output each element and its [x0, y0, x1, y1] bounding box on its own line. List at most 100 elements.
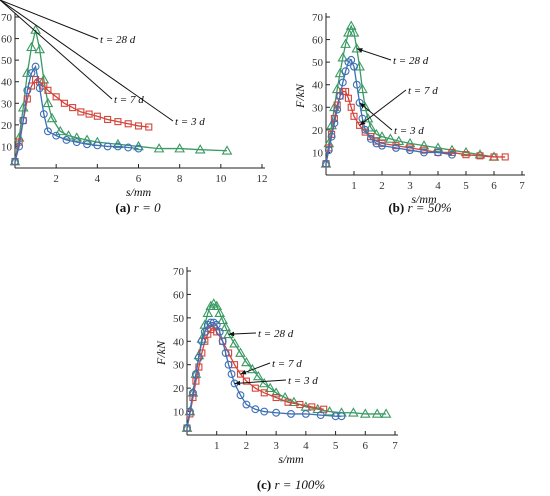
y-tick-label: 70 [1, 12, 13, 24]
x-tick-label: 3 [273, 440, 279, 452]
y-tick-label: 40 [173, 336, 185, 348]
data-point [46, 112, 58, 123]
series-line [14, 29, 228, 162]
data-point [23, 86, 32, 95]
annotation-arrowhead [240, 369, 247, 375]
data-point [331, 412, 340, 421]
data-point [15, 142, 24, 151]
annotation-label: t = 7 d [408, 85, 438, 97]
data-point [420, 148, 428, 157]
data-point [260, 389, 268, 397]
y-tick-label: 20 [312, 125, 324, 137]
x-tick-label: 6 [363, 440, 369, 452]
annotation-arrowhead [234, 380, 241, 386]
data-point [200, 327, 209, 336]
data-point [63, 130, 74, 140]
data-point [124, 143, 133, 152]
y-tick-label: 50 [312, 57, 324, 69]
data-point [316, 411, 325, 420]
y-tick-label: 50 [173, 313, 185, 325]
annotation-label: t = 3 d [394, 125, 424, 137]
series-line [325, 24, 495, 164]
data-point [385, 133, 396, 143]
series-line [325, 90, 506, 164]
y-axis-label: F/kN [293, 83, 307, 109]
annotation-arrow [359, 102, 393, 131]
data-point [355, 98, 364, 107]
x-tick-label: 2 [379, 180, 385, 192]
data-point [85, 110, 93, 118]
y-tick-label: 70 [312, 12, 324, 24]
data-point [343, 27, 354, 37]
data-point [345, 20, 357, 30]
data-point [19, 116, 28, 125]
data-point [350, 112, 358, 120]
data-point [69, 104, 77, 112]
caption-text: r = 100% [271, 477, 325, 492]
data-point [114, 118, 122, 126]
y-tick-label: 50 [1, 55, 13, 67]
data-point [359, 408, 371, 418]
data-point [264, 382, 276, 392]
data-point [11, 157, 19, 166]
data-point [211, 300, 223, 310]
data-point [258, 377, 270, 388]
annotation-label: t = 3 d [288, 375, 318, 387]
data-point [54, 125, 66, 136]
annotation-arrowhead [359, 102, 366, 109]
x-tick-label: 4 [435, 180, 441, 192]
x-axis-label: s/mm [278, 452, 304, 466]
data-point [350, 62, 358, 71]
data-point [348, 407, 359, 417]
chart-caption: (a) r = 0 [115, 200, 161, 215]
annotation-arrowhead [228, 331, 235, 337]
annotation-arrowhead [356, 48, 363, 53]
data-point [194, 353, 203, 362]
data-point [272, 393, 280, 402]
data-point [337, 52, 349, 62]
data-point [501, 153, 509, 161]
data-point [347, 55, 356, 64]
data-point [474, 149, 486, 159]
data-point [23, 95, 31, 103]
data-point [153, 143, 165, 153]
data-point [26, 41, 37, 52]
data-point [434, 148, 442, 157]
series-line [14, 78, 149, 162]
y-tick-label: 30 [173, 360, 185, 372]
data-point [356, 121, 364, 129]
data-point [60, 99, 68, 107]
data-point [287, 409, 295, 418]
x-tick-label: 4 [303, 440, 309, 452]
x-tick-label: 7 [392, 440, 398, 452]
data-point [371, 408, 383, 418]
data-point [378, 141, 386, 150]
data-point [52, 131, 61, 140]
y-tick-label: 40 [312, 80, 324, 92]
annotation-arrow [0, 0, 99, 40]
data-point [183, 424, 191, 432]
annotation-label: t = 7 d [272, 358, 302, 370]
data-point [235, 347, 246, 357]
chart-c: 10 20 30 40 50 60 70 1 2 3 4 5 6 7 s/mm F/kN t = 28 d t =… [154, 266, 398, 492]
data-point [34, 43, 46, 54]
x-tick-label: 1 [351, 180, 357, 192]
series-line [325, 58, 453, 164]
annotation-arrow [0, 0, 113, 100]
data-point [462, 151, 470, 159]
data-point [340, 38, 351, 48]
data-point [71, 132, 83, 142]
data-point [113, 142, 122, 151]
data-point [81, 134, 93, 144]
data-point [42, 97, 54, 108]
y-tick-label: 20 [173, 383, 185, 395]
x-tick-label: 12 [257, 173, 268, 185]
data-point [330, 119, 339, 128]
x-tick-label: 8 [177, 173, 183, 185]
data-point [104, 115, 112, 124]
data-point [77, 108, 85, 116]
y-tick-label: 10 [312, 147, 324, 159]
data-point [62, 136, 71, 144]
data-point [227, 370, 236, 379]
annotation-arrow [0, 0, 174, 122]
